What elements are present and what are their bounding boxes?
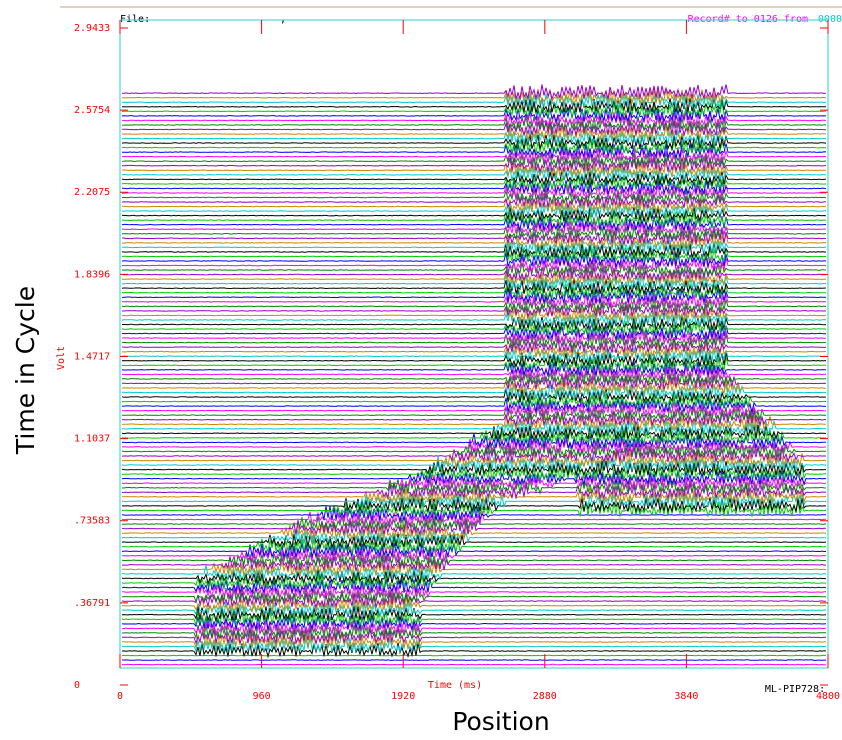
chart: File: , Record# to 0126 from 0000 Volt T… [0, 0, 842, 740]
trace [122, 203, 826, 217]
y-tick-label: 2.5754 [74, 105, 110, 116]
y-tick-label: 1.1037 [74, 434, 110, 445]
trace [122, 280, 826, 294]
x-tick-label: 0 [117, 691, 123, 702]
trace [122, 556, 826, 570]
y-tick-label: 2.2075 [74, 187, 110, 198]
traces [122, 85, 826, 665]
x-tick-label: 1920 [391, 691, 415, 702]
trace [122, 547, 826, 561]
trace [122, 664, 826, 665]
trace [122, 325, 826, 339]
outer-x-label: Position [452, 707, 549, 736]
trace [122, 244, 826, 258]
y-tick-label: 1.8396 [74, 269, 110, 280]
y-tick-label: 1.4717 [74, 351, 110, 362]
y-tick-label: .73583 [74, 516, 110, 527]
trace [122, 85, 826, 99]
trace [122, 543, 826, 557]
trace [122, 552, 826, 566]
trace [122, 525, 826, 539]
y-tick-label: 2.9433 [74, 23, 110, 34]
trace [122, 248, 826, 262]
outer-y-label: Time in Cycle [11, 286, 40, 455]
trace [122, 361, 826, 375]
x-tick-label: 4800 [816, 691, 840, 702]
x-tick-label: 3840 [674, 691, 698, 702]
y-axis-label: Volt [56, 346, 67, 370]
x-tick-label: 2880 [533, 691, 557, 702]
trace [122, 520, 826, 534]
trace [122, 539, 826, 553]
trace [122, 660, 826, 661]
x-axis-label: Time (ms) [428, 680, 482, 691]
y-tick-label: 0 [74, 680, 80, 691]
x-tick-label: 960 [253, 691, 271, 702]
trace [122, 456, 826, 470]
trace [122, 529, 826, 543]
y-tick-label: .36791 [74, 598, 110, 609]
trace [122, 534, 826, 548]
